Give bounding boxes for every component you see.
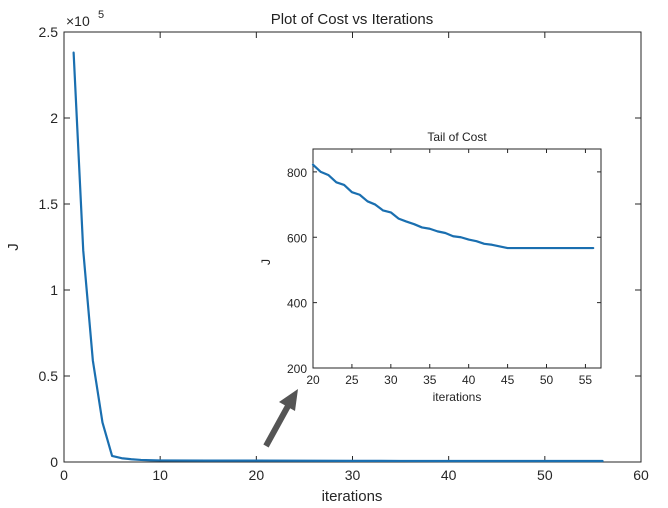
inset-y-tick-label: 800 <box>287 166 307 180</box>
y-exponent-power: 5 <box>98 9 104 21</box>
inset-x-axis-label: iterations <box>433 390 482 404</box>
inset-x-tick-label: 20 <box>306 373 320 387</box>
main-y-tick-label: 1 <box>50 282 58 298</box>
inset-plot-frame <box>312 148 602 369</box>
main-y-tick-label: 2 <box>50 110 58 126</box>
main-y-tick-label: 1.5 <box>39 196 59 212</box>
main-chart-title: Plot of Cost vs Iterations <box>271 11 434 28</box>
zoom-arrow-head <box>279 389 298 411</box>
main-x-tick-label: 50 <box>537 467 553 483</box>
main-x-axis-label: iterations <box>322 488 383 505</box>
main-x-tick-label: 10 <box>152 467 168 483</box>
inset-y-axis-label: J <box>259 259 273 265</box>
inset-x-tick-label: 50 <box>540 373 554 387</box>
main-y-tick-label: 0 <box>50 454 58 470</box>
main-cost-line <box>72 51 604 463</box>
inset-cost-line <box>311 163 595 250</box>
main-x-tick-label: 20 <box>249 467 265 483</box>
main-y-ticks: 0 0.5 1 1.5 2 2.5 <box>39 24 641 470</box>
main-y-tick-label: 2.5 <box>39 24 59 40</box>
inset-x-tick-label: 25 <box>345 373 359 387</box>
main-x-tick-label: 60 <box>633 467 649 483</box>
main-y-axis-label: J <box>5 243 22 251</box>
inset-y-ticks: 200 400 600 800 <box>287 166 601 376</box>
y-exponent-base: ×10 <box>66 13 90 29</box>
main-y-tick-label: 0.5 <box>39 368 59 384</box>
zoom-arrow <box>263 389 298 448</box>
inset-y-tick-label: 600 <box>287 231 307 245</box>
inset-plot: Tail of Cost iterations J 20 25 30 35 40 45 50… <box>259 130 602 404</box>
zoom-arrow-shaft <box>263 404 291 448</box>
main-series-group <box>72 51 604 463</box>
main-x-tick-label: 0 <box>60 467 68 483</box>
main-x-tick-label: 40 <box>441 467 457 483</box>
inset-x-tick-label: 35 <box>423 373 437 387</box>
y-exponent: ×10 5 <box>66 9 104 29</box>
inset-x-ticks: 20 25 30 35 40 45 50 55 <box>306 149 592 387</box>
inset-x-tick-label: 55 <box>579 373 593 387</box>
inset-y-tick-label: 200 <box>287 362 307 376</box>
inset-x-tick-label: 45 <box>501 373 515 387</box>
main-x-tick-label: 30 <box>345 467 361 483</box>
inset-series-group <box>311 163 595 250</box>
inset-x-tick-label: 30 <box>384 373 398 387</box>
inset-y-tick-label: 400 <box>287 297 307 311</box>
inset-chart-title: Tail of Cost <box>427 130 487 144</box>
inset-x-tick-label: 40 <box>462 373 476 387</box>
